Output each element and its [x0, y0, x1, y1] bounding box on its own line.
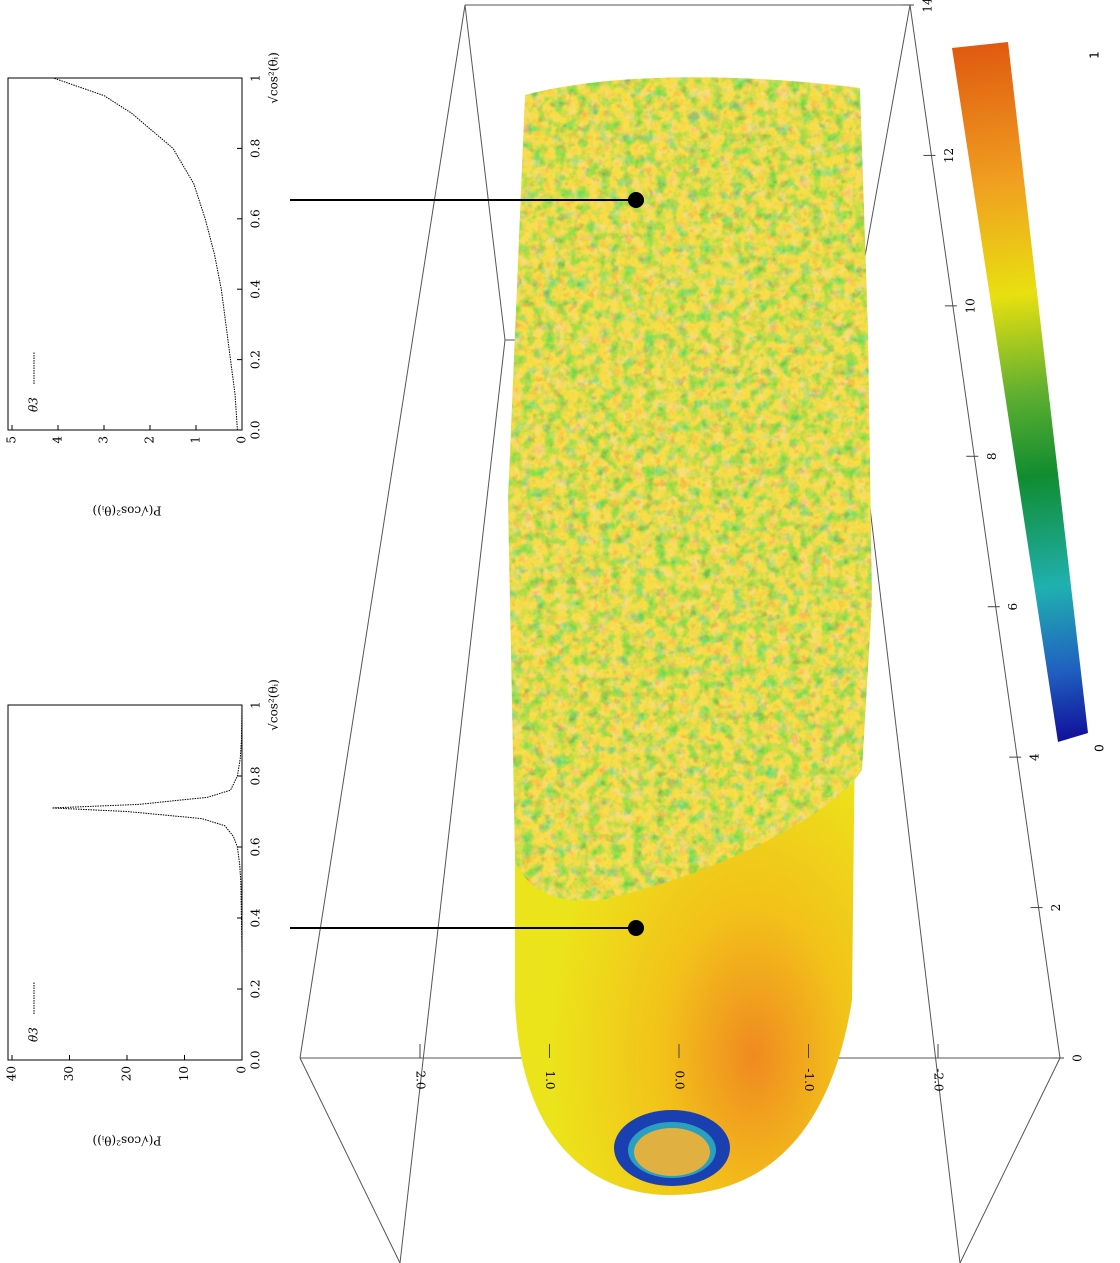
marker-dot — [628, 192, 644, 208]
colorbar — [952, 42, 1088, 742]
turbulent-region — [508, 77, 872, 901]
x-tick-label: 0.4 — [249, 908, 263, 927]
x-tick-label: 0.6 — [249, 209, 263, 228]
x-tick-label: 1 — [249, 74, 263, 82]
axis-tick-label: 10 — [963, 298, 977, 313]
x-tick-label: 0.8 — [249, 139, 263, 158]
y-axis-label: P(√cos²(θᵢ)) — [93, 1134, 162, 1148]
y-tick-label: 5 — [5, 436, 19, 444]
colorbar-label: 1 — [1088, 51, 1102, 59]
x-tick-label: 0.4 — [249, 279, 263, 298]
data-line — [53, 77, 238, 431]
y-tick-label: 20 — [120, 1066, 134, 1081]
y-tick-label: 30 — [62, 1066, 76, 1081]
depth-tick-label: 2.0 — [414, 1070, 428, 1089]
legend-label: θ3 — [27, 1027, 41, 1042]
x-tick-label: 1 — [249, 701, 263, 709]
legend-label: θ3 — [27, 397, 41, 412]
x-tick-label: 0.2 — [249, 979, 263, 998]
y-tick-label: 40 — [5, 1066, 19, 1081]
axis-tick-label: 2 — [1049, 904, 1063, 912]
x-tick-label: 0.0 — [249, 420, 263, 439]
x-tick-label: 0.6 — [249, 837, 263, 856]
data-line — [52, 704, 243, 1060]
y-tick-label: 1 — [189, 436, 203, 444]
x-axis-label: √cos²(θᵢ) — [267, 52, 281, 104]
axis-tick-label: 0 — [1071, 1054, 1085, 1062]
y-tick-label: 3 — [97, 436, 111, 444]
colorbar-label: 0 — [1093, 744, 1107, 752]
depth-tick-label: 0.0 — [673, 1070, 687, 1089]
axis-tick-label: 4 — [1028, 753, 1042, 761]
y-axis-label: P(√cos²(θᵢ)) — [93, 504, 162, 518]
x-tick-label: 0.2 — [249, 350, 263, 369]
x-tick-label: 0.0 — [249, 1050, 263, 1069]
rotated-charts: 0.00.20.40.60.81010203040√cos²(θᵢ)P(√cos… — [5, 52, 281, 1147]
depth-tick-label: -1.0 — [802, 1068, 816, 1091]
axis-tick-label: 8 — [985, 452, 999, 460]
y-tick-label: 10 — [177, 1066, 191, 1081]
y-tick-label: 4 — [51, 436, 65, 444]
plot-frame — [7, 77, 243, 431]
axis-tick-label: 12 — [942, 148, 956, 163]
axis-tick-label: 14 — [921, 0, 935, 13]
nozzle — [634, 1128, 710, 1176]
x-axis-label: √cos²(θᵢ) — [267, 679, 281, 731]
axis-tick-label: 6 — [1006, 603, 1020, 611]
depth-tick-label: -2.0 — [932, 1068, 946, 1091]
depth-tick-label: 1.0 — [543, 1070, 557, 1089]
y-tick-label: 0 — [235, 1066, 249, 1074]
markers — [290, 192, 644, 936]
marker-dot — [628, 920, 644, 936]
plot-frame — [7, 704, 243, 1061]
y-tick-label: 0 — [235, 436, 249, 444]
x-tick-label: 0.8 — [249, 766, 263, 785]
y-tick-label: 2 — [143, 436, 157, 444]
